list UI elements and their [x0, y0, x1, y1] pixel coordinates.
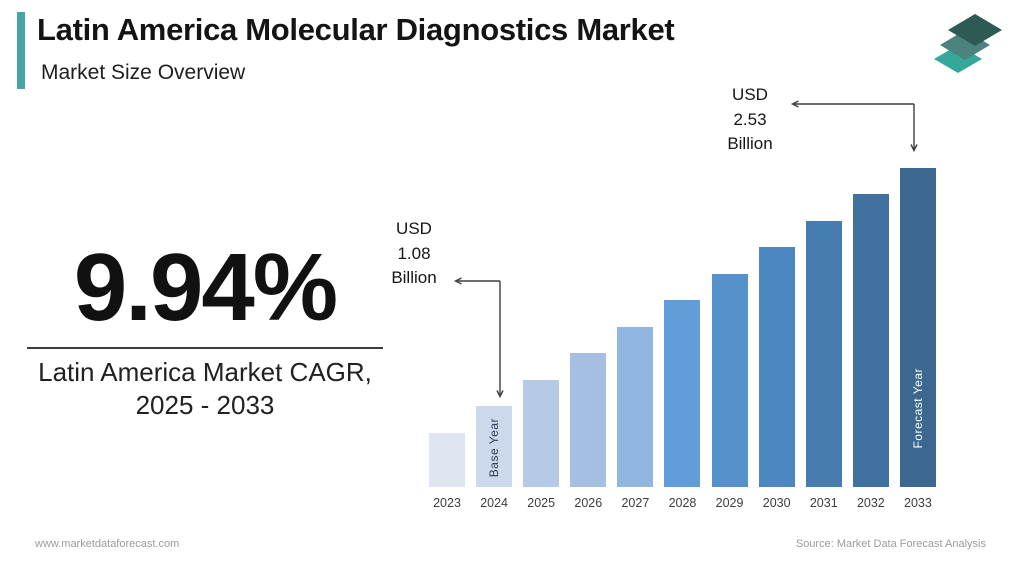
- bar-2026: [570, 353, 607, 487]
- annotation-base-line1: USD: [396, 219, 432, 238]
- page-subtitle: Market Size Overview: [41, 61, 246, 84]
- annotation-forecast-line3: Billion: [727, 134, 773, 153]
- bar-column-2024: Base Year 2024: [476, 168, 513, 510]
- year-tick-2024: 2024: [480, 496, 508, 510]
- title-accent-bar: [17, 12, 25, 89]
- bar-column-2031: 2031: [805, 168, 842, 510]
- year-tick-2023: 2023: [433, 496, 461, 510]
- year-tick-2031: 2031: [809, 496, 838, 510]
- bar-column-2032: 2032: [852, 168, 889, 510]
- annotation-forecast-line1: USD: [732, 85, 768, 104]
- bar-column-2029: 2029: [711, 168, 748, 510]
- bar-column-2033: Forecast Year 2033: [899, 168, 936, 510]
- bar-2024: Base Year: [476, 406, 513, 487]
- stat-divider: [27, 347, 383, 349]
- bar-column-2030: 2030: [758, 168, 795, 510]
- annotation-forecast-line2: 2.53: [733, 109, 767, 129]
- bar-2030: [758, 247, 795, 487]
- bar-2028: [664, 300, 701, 487]
- year-tick-2033: 2033: [904, 496, 932, 510]
- year-tick-2028: 2028: [668, 496, 697, 510]
- bar-column-2025: 2025: [523, 168, 560, 510]
- year-tick-2032: 2032: [856, 496, 885, 510]
- bar-chart: 2023 Base Year 2024 2025 2026 2027 2028 2029 203…: [429, 168, 936, 510]
- bar-2023: [429, 433, 465, 487]
- cagr-value: 9.94%: [73, 234, 338, 341]
- annotation-base-line3: Billion: [391, 268, 437, 287]
- cagr-label-line1: Latin America Market CAGR,: [38, 357, 372, 387]
- year-tick-2027: 2027: [621, 496, 650, 510]
- bar-2025: [523, 380, 560, 487]
- year-tick-2026: 2026: [574, 496, 603, 510]
- bar-2027: [617, 327, 654, 487]
- annotation-base-line2: 1.08: [397, 243, 431, 263]
- year-tick-2030: 2030: [762, 496, 791, 510]
- page-title: Latin America Molecular Diagnostics Mark…: [37, 12, 675, 47]
- bar-2031: [805, 221, 842, 487]
- annotation-forecast-year-value: USD 2.53 Billion: [714, 83, 786, 157]
- bar-2032: [852, 194, 889, 487]
- cagr-label: Latin America Market CAGR, 2025 - 2033: [0, 356, 410, 422]
- footer-source: Source: Market Data Forecast Analysis: [795, 538, 986, 550]
- bar-column-2026: 2026: [570, 168, 607, 510]
- footer-website: www.marketdataforecast.com: [35, 538, 180, 550]
- year-tick-2029: 2029: [715, 496, 744, 510]
- bar-inner-label-2024: Base Year: [487, 417, 502, 477]
- year-tick-2025: 2025: [527, 496, 556, 510]
- market-data-forecast-logo: [934, 12, 1004, 78]
- bar-column-2028: 2028: [664, 168, 701, 510]
- bar-2033: Forecast Year: [899, 168, 936, 487]
- bar-2029: [711, 274, 748, 487]
- annotation-base-year-value: USD 1.08 Billion: [378, 217, 450, 291]
- bar-column-2027: 2027: [617, 168, 654, 510]
- bar-column-2023: 2023: [429, 168, 465, 510]
- bar-inner-label-2033: Forecast Year: [910, 368, 925, 449]
- cagr-label-line2: 2025 - 2033: [135, 390, 275, 420]
